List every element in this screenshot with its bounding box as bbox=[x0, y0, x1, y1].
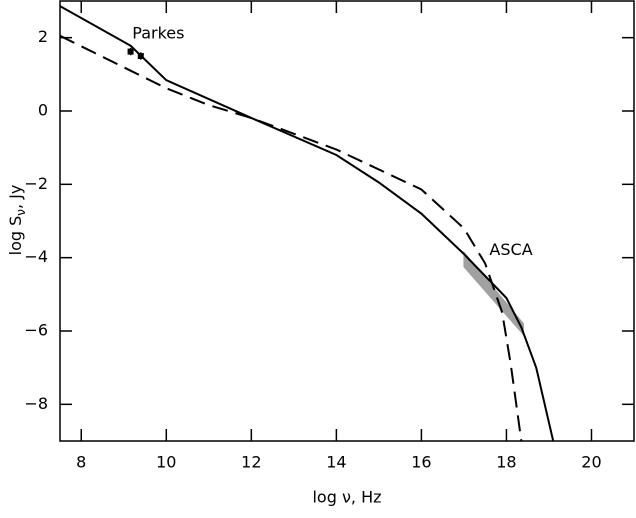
data-point bbox=[127, 48, 134, 55]
x-tick-label: 8 bbox=[76, 453, 86, 472]
x-tick-label: 18 bbox=[496, 453, 516, 472]
series-line bbox=[60, 5, 555, 441]
y-tick-label: 0 bbox=[38, 101, 48, 120]
x-axis-title: log ν, Hz bbox=[312, 488, 381, 507]
y-title-sub: ν bbox=[14, 209, 28, 216]
x-tick-label: 16 bbox=[411, 453, 431, 472]
annotation: Parkes bbox=[132, 24, 184, 43]
x-tick-label: 14 bbox=[326, 453, 346, 472]
y-tick-label: −8 bbox=[24, 394, 48, 413]
y-tick-label: −4 bbox=[24, 247, 48, 266]
y-tick-label: 2 bbox=[38, 27, 48, 46]
y-title-part: , Jy bbox=[6, 185, 25, 209]
y-tick-label: −6 bbox=[24, 321, 48, 340]
y-axis-title: log Sν, Jy bbox=[6, 185, 28, 256]
annotation: ASCA bbox=[489, 240, 532, 259]
x-tick-label: 20 bbox=[581, 453, 601, 472]
series-line bbox=[60, 34, 523, 441]
data-point bbox=[137, 53, 144, 59]
y-title-part: log S bbox=[6, 216, 25, 256]
x-tick-label: 12 bbox=[241, 453, 261, 472]
x-tick-label: 10 bbox=[156, 453, 176, 472]
y-tick-label: −2 bbox=[24, 174, 48, 193]
plot-frame bbox=[59, 0, 635, 442]
